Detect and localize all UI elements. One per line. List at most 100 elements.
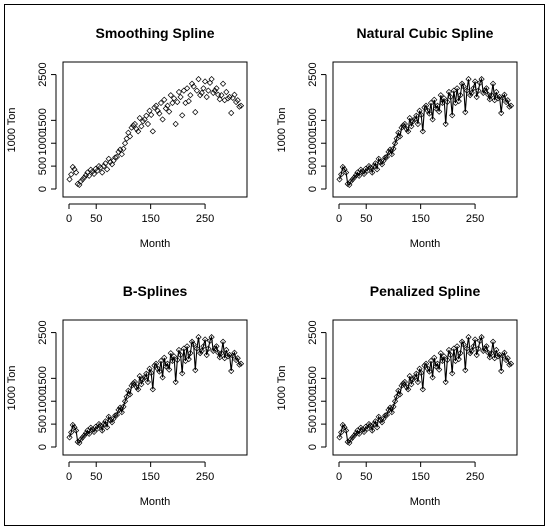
data-point [498,367,505,375]
data-point [388,409,395,416]
y-tick-label: 0 [37,186,49,192]
data-point [190,83,197,90]
data-point [193,87,201,94]
data-point [157,357,165,365]
data-point [458,338,466,345]
data-point [94,425,101,432]
data-point [190,341,197,348]
data-point [483,85,490,92]
data-point [489,338,497,345]
data-point [164,102,171,109]
data-point [408,381,415,388]
data-point [409,118,417,125]
data-point [152,360,160,367]
data-point [432,105,439,112]
data-point [416,365,423,372]
data-point [198,89,205,96]
data-point [205,345,212,352]
data-point [440,95,448,102]
data-point [471,78,479,85]
data-point [146,107,153,114]
panel-b-splines: B-Splines Month 1000 Ton 0 50 150 250050010… [6,283,248,508]
data-point [234,97,241,104]
data-point [406,372,413,380]
data-point [146,365,153,372]
data-point [221,97,228,104]
data-point [431,96,438,103]
data-point [201,336,209,343]
data-point [444,356,451,364]
data-point [187,350,194,357]
data-point [206,79,214,86]
data-point [236,361,243,368]
data-point [169,357,176,365]
data-point [179,112,186,119]
data-point [403,383,410,391]
data-point [102,160,109,167]
data-point [387,146,394,153]
data-point [342,427,350,434]
x-tick-label: 50 [360,213,372,225]
data-point [219,80,227,87]
x-tick-label: 150 [411,471,429,483]
data-point [154,107,161,114]
data-point [188,338,196,345]
data-point [143,370,150,377]
data-point [138,381,145,388]
data-point [143,112,150,119]
data-point [504,355,511,362]
data-point [99,427,106,434]
data-point [205,87,212,94]
series-line [338,77,512,186]
data-point [471,336,479,343]
data-point [447,351,454,359]
data-point [359,168,366,175]
data-point [89,426,96,433]
data-point [197,350,204,357]
y-tick-label: 1000 [37,131,49,155]
data-point [226,93,233,101]
x-tick-label: 250 [196,213,214,225]
data-point [414,120,422,128]
data-point [434,102,441,109]
data-point [442,120,449,128]
panel-title: Smoothing Spline [96,25,215,41]
data-point [177,351,184,359]
data-point [437,350,444,357]
data-point [192,367,199,374]
data-point [180,87,187,94]
data-point [396,133,404,140]
data-point [89,168,96,175]
data-point [356,172,363,179]
data-point [133,383,140,391]
data-point [100,163,107,170]
data-point [203,351,210,359]
data-point [426,368,433,375]
data-point [486,96,493,103]
data-point [493,346,500,354]
data-point [120,403,127,410]
data-point [139,118,147,125]
data-point [139,376,147,383]
data-point [159,116,166,123]
data-point [369,427,376,434]
data-point [201,78,209,85]
data-point [377,416,384,424]
data-point [66,176,73,183]
data-point [117,146,124,153]
data-point [455,356,462,363]
data-point [344,180,351,188]
data-point [454,343,461,350]
plot-box [332,61,518,198]
data-point [213,85,220,92]
x-tick-label: 150 [411,213,429,225]
data-point [377,158,384,166]
data-point [468,347,475,354]
data-point [233,356,240,364]
data-point [170,353,178,360]
data-point [488,92,495,99]
data-point [151,362,158,369]
data-point [112,412,119,419]
data-point [436,108,443,115]
